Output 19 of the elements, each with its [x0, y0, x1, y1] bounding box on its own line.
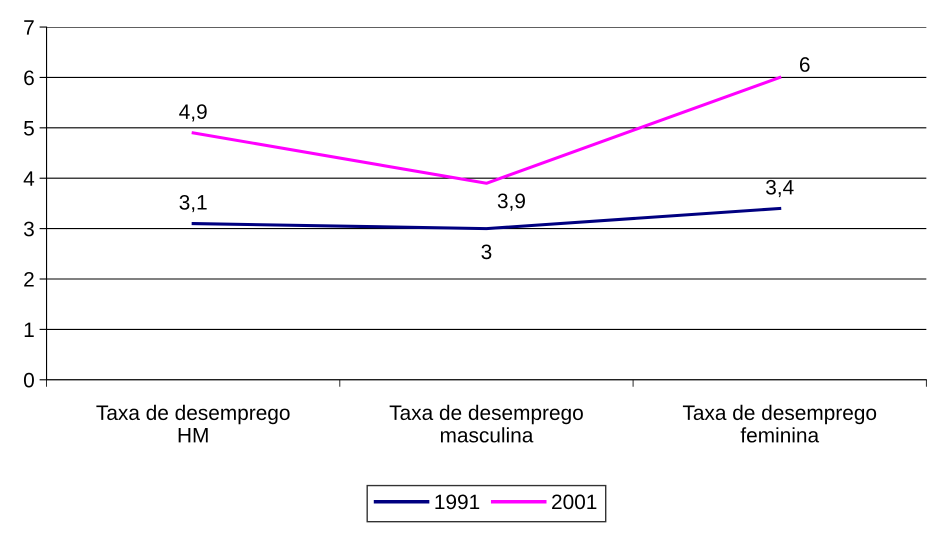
data-label: 3,4 [766, 180, 794, 198]
y-tick-label: 0 [24, 372, 34, 388]
x-tick-label: Taxa de desemprego feminina [682, 404, 876, 443]
y-tick-label: 7 [24, 20, 34, 35]
legend-label: 1991 [435, 494, 480, 510]
legend-label: 2001 [552, 494, 596, 510]
y-tick-label: 2 [24, 272, 34, 287]
x-tick-label: Taxa de desemprego HM [96, 404, 290, 442]
data-label: 4,9 [179, 104, 207, 122]
data-label: 3 [481, 244, 492, 260]
y-tick-label: 4 [24, 171, 34, 186]
y-tick-label: 1 [24, 322, 34, 337]
data-label: 3,9 [498, 194, 525, 211]
y-tick-label: 5 [24, 121, 34, 136]
data-label: 3,1 [180, 194, 207, 212]
data-label: 6 [800, 57, 810, 72]
x-tick-label: Taxa de desemprego masculina [390, 404, 583, 443]
y-tick-label: 6 [24, 70, 34, 86]
y-tick-label: 3 [24, 222, 34, 236]
